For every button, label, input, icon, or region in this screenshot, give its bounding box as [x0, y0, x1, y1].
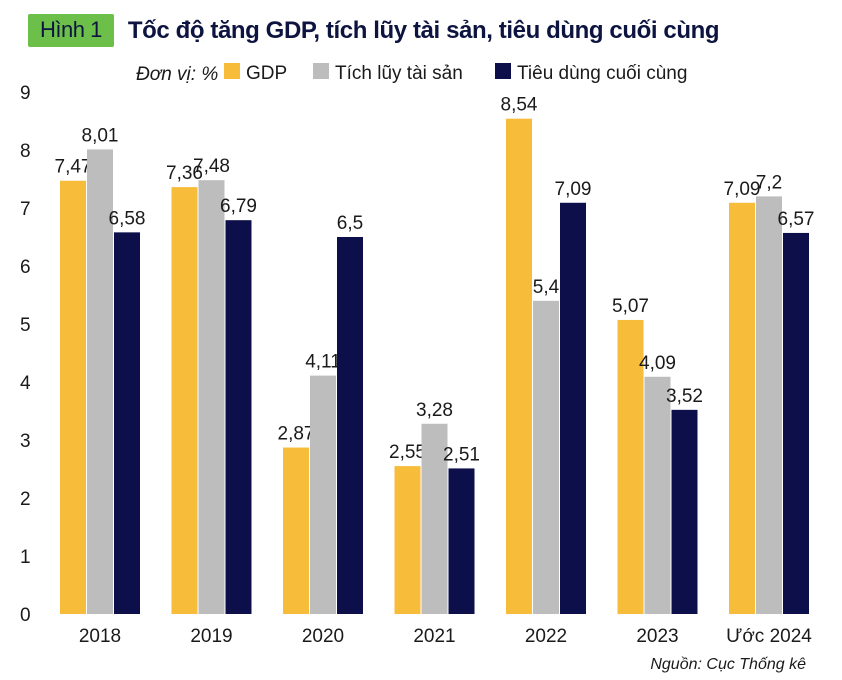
bar-gdp [617, 319, 644, 614]
data-label-tich_luy: 7,48 [193, 156, 230, 177]
data-label-gdp: 7,47 [55, 157, 92, 178]
bar-tieu_dung [225, 220, 252, 614]
bar-tich_luy [87, 149, 113, 615]
bar-tich_luy [310, 375, 336, 614]
x-tick-label: 2020 [302, 626, 344, 647]
bar-gdp [729, 202, 755, 614]
bar-gdp [506, 118, 532, 615]
bar-tieu_dung [337, 237, 363, 614]
y-tick-label: 3 [20, 431, 31, 452]
bar-tich_luy [421, 423, 448, 614]
legend: GDP Tích lũy tài sản Tiêu dùng cuối cùng [224, 63, 687, 84]
y-tick-label: 4 [20, 373, 31, 394]
bar-gdp [60, 180, 86, 615]
data-label-tich_luy: 5,4 [533, 277, 560, 298]
x-tick-label: 2019 [190, 626, 232, 647]
bar-tich_luy [198, 180, 225, 614]
figure-badge: Hình 1 [28, 14, 114, 47]
data-label-gdp: 8,54 [501, 95, 538, 116]
data-label-tieu_dung: 2,51 [443, 444, 480, 465]
y-tick-label: 1 [20, 547, 31, 568]
bar-tieu_dung [671, 409, 698, 614]
unit-label: Đơn vị: % [136, 64, 218, 85]
bar-tieu_dung [448, 468, 475, 614]
data-label-gdp: 7,09 [724, 179, 761, 200]
data-label-tieu_dung: 6,79 [220, 196, 257, 217]
data-label-tich_luy: 8,01 [82, 125, 119, 146]
data-label-tieu_dung: 6,57 [778, 209, 815, 230]
y-tick-label: 8 [20, 141, 31, 162]
legend-label-tich_luy: Tích lũy tài sản [335, 63, 463, 84]
data-label-gdp: 2,55 [389, 442, 426, 463]
data-label-tich_luy: 4,09 [639, 353, 676, 374]
x-tick-label: 2018 [79, 626, 121, 647]
bar-tieu_dung [560, 202, 586, 614]
x-tick-label: 2022 [525, 626, 567, 647]
y-tick-label: 5 [20, 315, 31, 336]
figure-header: Hình 1 Tốc độ tăng GDP, tích lũy tài sản… [28, 14, 720, 47]
x-axis: 2018 2019 2020 2021 2022 2023 Ước 2024 [79, 626, 812, 647]
legend-swatch-tieu_dung [495, 63, 511, 79]
bar-tieu_dung [114, 232, 140, 615]
y-tick-label: 7 [20, 199, 31, 220]
legend-label-gdp: GDP [246, 63, 287, 84]
data-label-tieu_dung: 3,52 [666, 386, 703, 407]
legend-swatch-tich_luy [313, 63, 329, 79]
data-label-tich_luy: 3,28 [416, 400, 453, 421]
bar-gdp [394, 466, 421, 614]
y-tick-label: 9 [20, 83, 31, 104]
x-tick-label: Ước 2024 [726, 626, 812, 647]
chart-title: Tốc độ tăng GDP, tích lũy tài sản, tiêu … [127, 16, 720, 44]
x-tick-label: 2021 [413, 626, 455, 647]
y-axis: 0 1 2 3 4 5 6 7 8 9 [20, 83, 31, 626]
bar-tich_luy [533, 300, 559, 614]
bar-tich_luy [644, 376, 671, 614]
data-label-tich_luy: 4,11 [305, 352, 341, 373]
bar-gdp [283, 447, 309, 614]
bar-tieu_dung [783, 232, 809, 614]
data-label-gdp: 5,07 [612, 296, 649, 317]
data-label-tieu_dung: 7,09 [555, 179, 592, 200]
bars: 7,47 8,01 6,58 7,367,48 6,79 2,87 4,11 6,5 2,55 3… [55, 95, 815, 615]
y-tick-label: 6 [20, 257, 31, 278]
bar-tich_luy [756, 196, 782, 614]
data-label-gdp: 7,36 [166, 163, 203, 184]
data-label-gdp: 2,87 [278, 424, 315, 445]
source-note: Nguồn: Cục Thống kê [650, 656, 806, 673]
legend-label-tieu_dung: Tiêu dùng cuối cùng [517, 63, 687, 84]
bar-gdp [171, 187, 198, 614]
x-tick-label: 2023 [636, 626, 678, 647]
y-tick-label: 2 [20, 489, 31, 510]
data-label-tich_luy: 7,2 [756, 172, 782, 193]
y-tick-label: 0 [20, 605, 31, 626]
data-label-tieu_dung: 6,5 [337, 213, 363, 234]
data-label-tieu_dung: 6,58 [109, 208, 146, 229]
legend-swatch-gdp [224, 63, 240, 79]
